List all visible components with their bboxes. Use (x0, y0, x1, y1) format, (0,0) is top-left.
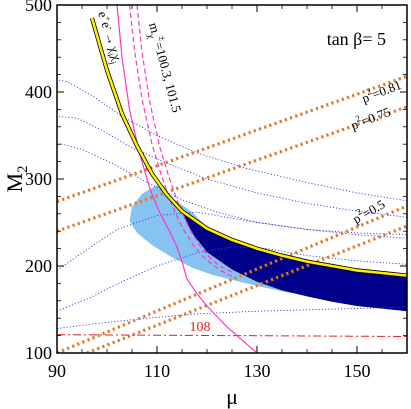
chart-title: tan β= 5 (327, 29, 386, 49)
x-tick-label-3: 150 (344, 361, 371, 381)
orange-dotted-line-1 (57, 105, 407, 233)
higgs-limit-line (57, 334, 407, 337)
magenta-dashed-curve-2 (136, 5, 233, 273)
y-tick-label-3: 400 (25, 82, 52, 102)
magenta-solid-curve (116, 5, 258, 353)
y-tick-label-2: 300 (25, 169, 52, 189)
higgs-limit-label: 108 (190, 320, 211, 335)
y-tick-label-1: 200 (25, 256, 52, 276)
ee-process-annotation: e+e-→χiχj (92, 9, 127, 66)
x-axis-label: μ (226, 384, 238, 409)
ticks: 90 110 130 150 100 200 300 400 500 (25, 0, 408, 381)
orange-dotted-line-3 (86, 224, 407, 353)
yellow-boundary-edge (89, 17, 407, 278)
blue-dotted-contour-4 (57, 246, 407, 312)
y-tick-label-0: 100 (25, 343, 52, 363)
x-tick-label-1: 110 (144, 361, 170, 381)
blue-dotted-contour-5 (57, 306, 407, 330)
svg-text:M2: M2 (2, 165, 31, 192)
y-axis-label: M2 (2, 165, 31, 192)
regions (129, 185, 407, 312)
orange-dotted-line-0 (57, 74, 407, 204)
curves (57, 5, 407, 353)
blue-dotted-contour-2 (57, 143, 407, 239)
blue-dotted-contour-0 (57, 79, 407, 202)
x-tick-label-2: 130 (244, 361, 271, 381)
blue-dotted-contour-1 (57, 115, 407, 218)
x-tick-label-0: 90 (48, 361, 66, 381)
p2-label-0.75: p2=0.75 (348, 102, 392, 133)
p2-label-0.5: p2=0.5 (349, 195, 387, 227)
magenta-dashed-curve-1 (128, 5, 233, 277)
y-axis-label-sub: 2 (15, 165, 31, 173)
y-tick-label-4: 500 (25, 0, 52, 15)
dark-blue-region (182, 212, 407, 312)
chargino-mass-annotation: mχ±=100.3, 101.5 (142, 20, 186, 115)
y-axis-label-main: M (2, 173, 27, 193)
yellow-boundary-curve (90, 17, 407, 277)
p2-label-0.81: p2=0.81 (359, 75, 403, 106)
